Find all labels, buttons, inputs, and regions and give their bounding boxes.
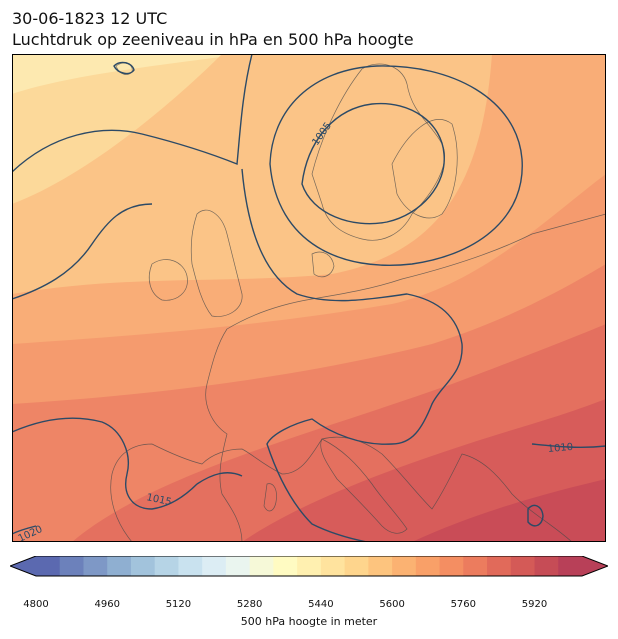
colorbar-tick-label: 4960 [94, 599, 120, 610]
colorbar-cell [392, 556, 417, 576]
colorbar-cell [178, 556, 203, 576]
colorbar-cell [297, 556, 322, 576]
colorbar-cell [415, 556, 441, 576]
weather-map: 1005 1010 1015 1020 [12, 54, 606, 542]
map-title: Luchtdruk op zeeniveau in hPa en 500 hPa… [12, 30, 414, 49]
colorbar-cell [225, 556, 251, 576]
colorbar-tick-label: 5440 [308, 599, 334, 610]
isobar-1005 [301, 102, 445, 225]
isobar-1015 [12, 417, 606, 510]
colorbar-tick-label: 4800 [23, 599, 49, 610]
colorbar-tick-label: 5280 [236, 599, 263, 610]
isobar-1010-ring [269, 65, 523, 266]
colorbar-cell [534, 556, 559, 576]
colorbar-cell [344, 556, 369, 576]
map-datetime: 30-06-1823 12 UTC [12, 9, 168, 28]
colorbar-extend-left [10, 556, 36, 576]
colorbar-cell [439, 556, 464, 576]
isobars [12, 54, 606, 542]
colorbar-cell [107, 556, 132, 576]
isobar-small-low [113, 61, 135, 75]
colorbar-cell [487, 556, 512, 576]
height-band-8 [412, 479, 606, 542]
colorbar-tick-label: 5760 [450, 599, 477, 610]
colorbar-tick-label: 5920 [521, 599, 548, 610]
colorbar-cell [202, 556, 227, 576]
isobar-label-1010: 1010 [547, 442, 573, 455]
colorbar-tick-label: 5600 [379, 599, 405, 610]
isobar-label-1015: 1015 [145, 492, 172, 508]
colorbar-label: 500 hPa hoogte in meter [240, 615, 378, 628]
isobar-1010 [12, 54, 463, 542]
colorbar-cell [130, 556, 156, 576]
colorbar-cell [510, 556, 536, 576]
colorbar-cell [558, 556, 583, 576]
colorbar-cell [83, 556, 108, 576]
colorbar-cell [273, 556, 298, 576]
colorbar-cell [320, 556, 346, 576]
isobar-1020 [12, 525, 37, 535]
colorbar-cell [59, 556, 84, 576]
colorbar-cell [154, 556, 179, 576]
colorbar-cell [463, 556, 488, 576]
colorbar-cell [36, 556, 61, 576]
isobar-small-high [527, 504, 544, 527]
colorbar-cell [249, 556, 274, 576]
colorbar [10, 556, 608, 577]
colorbar-cell [368, 556, 393, 576]
colorbar-tick-label: 5120 [165, 599, 192, 610]
colorbar-extend-right [582, 556, 608, 576]
